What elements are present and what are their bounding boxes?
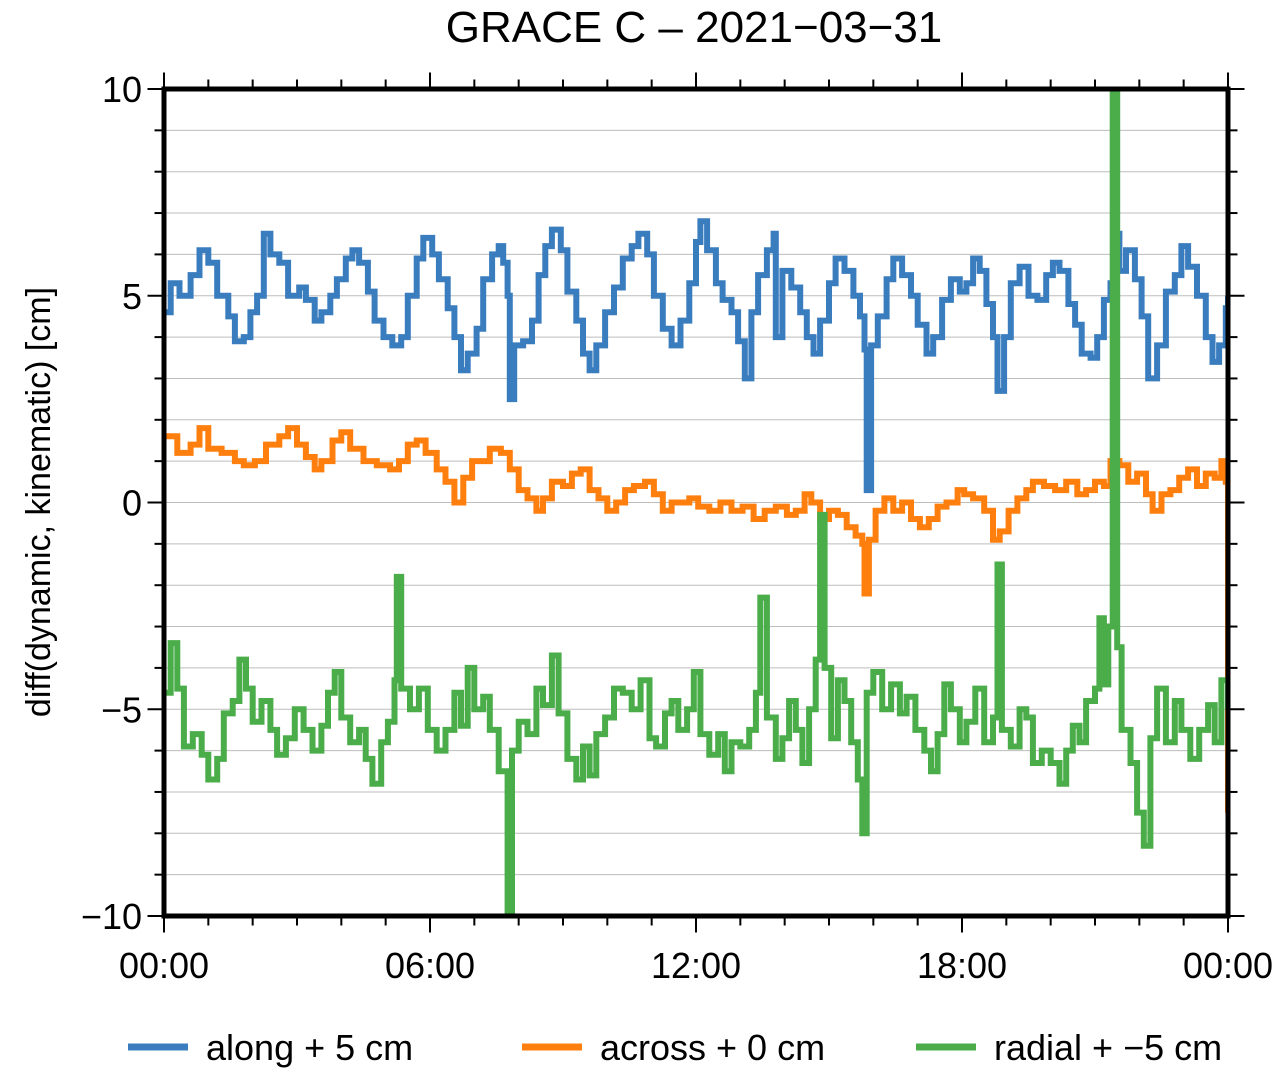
x-tick-label: 00:00 bbox=[1183, 945, 1273, 986]
series-line-1 bbox=[164, 425, 1228, 813]
legend: along + 5 cm across + 0 cm radial + −5 cm bbox=[128, 1027, 1222, 1068]
x-tick-label: 06:00 bbox=[385, 945, 475, 986]
gridlines bbox=[164, 129, 1228, 876]
chart-title: GRACE C – 2021−03−31 bbox=[446, 3, 943, 52]
x-tick-label: 00:00 bbox=[119, 945, 209, 986]
series-group bbox=[164, 89, 1228, 915]
legend-label-0: along + 5 cm bbox=[206, 1027, 413, 1068]
x-tick-label: 12:00 bbox=[651, 945, 741, 986]
legend-label-1: across + 0 cm bbox=[600, 1027, 825, 1068]
series-line-2 bbox=[164, 89, 1228, 915]
x-tick-label: 18:00 bbox=[917, 945, 1007, 986]
y-tick-label: 0 bbox=[122, 483, 142, 524]
y-tick-label: −5 bbox=[101, 689, 142, 730]
axes-frame bbox=[161, 86, 1231, 919]
axis-ticks: 00:00 06:00 12:00 18:00 00:00 10 5 0 −5 −10 bbox=[81, 69, 1273, 986]
plot-frame bbox=[161, 86, 1231, 919]
y-tick-label: 10 bbox=[102, 69, 142, 110]
y-tick-label: 5 bbox=[122, 276, 142, 317]
series-line-0 bbox=[164, 218, 1228, 494]
y-tick-label: −10 bbox=[81, 896, 142, 937]
legend-label-2: radial + −5 cm bbox=[994, 1027, 1222, 1068]
y-axis-label: diff(dynamic, kinematic) [cm] bbox=[20, 287, 58, 717]
